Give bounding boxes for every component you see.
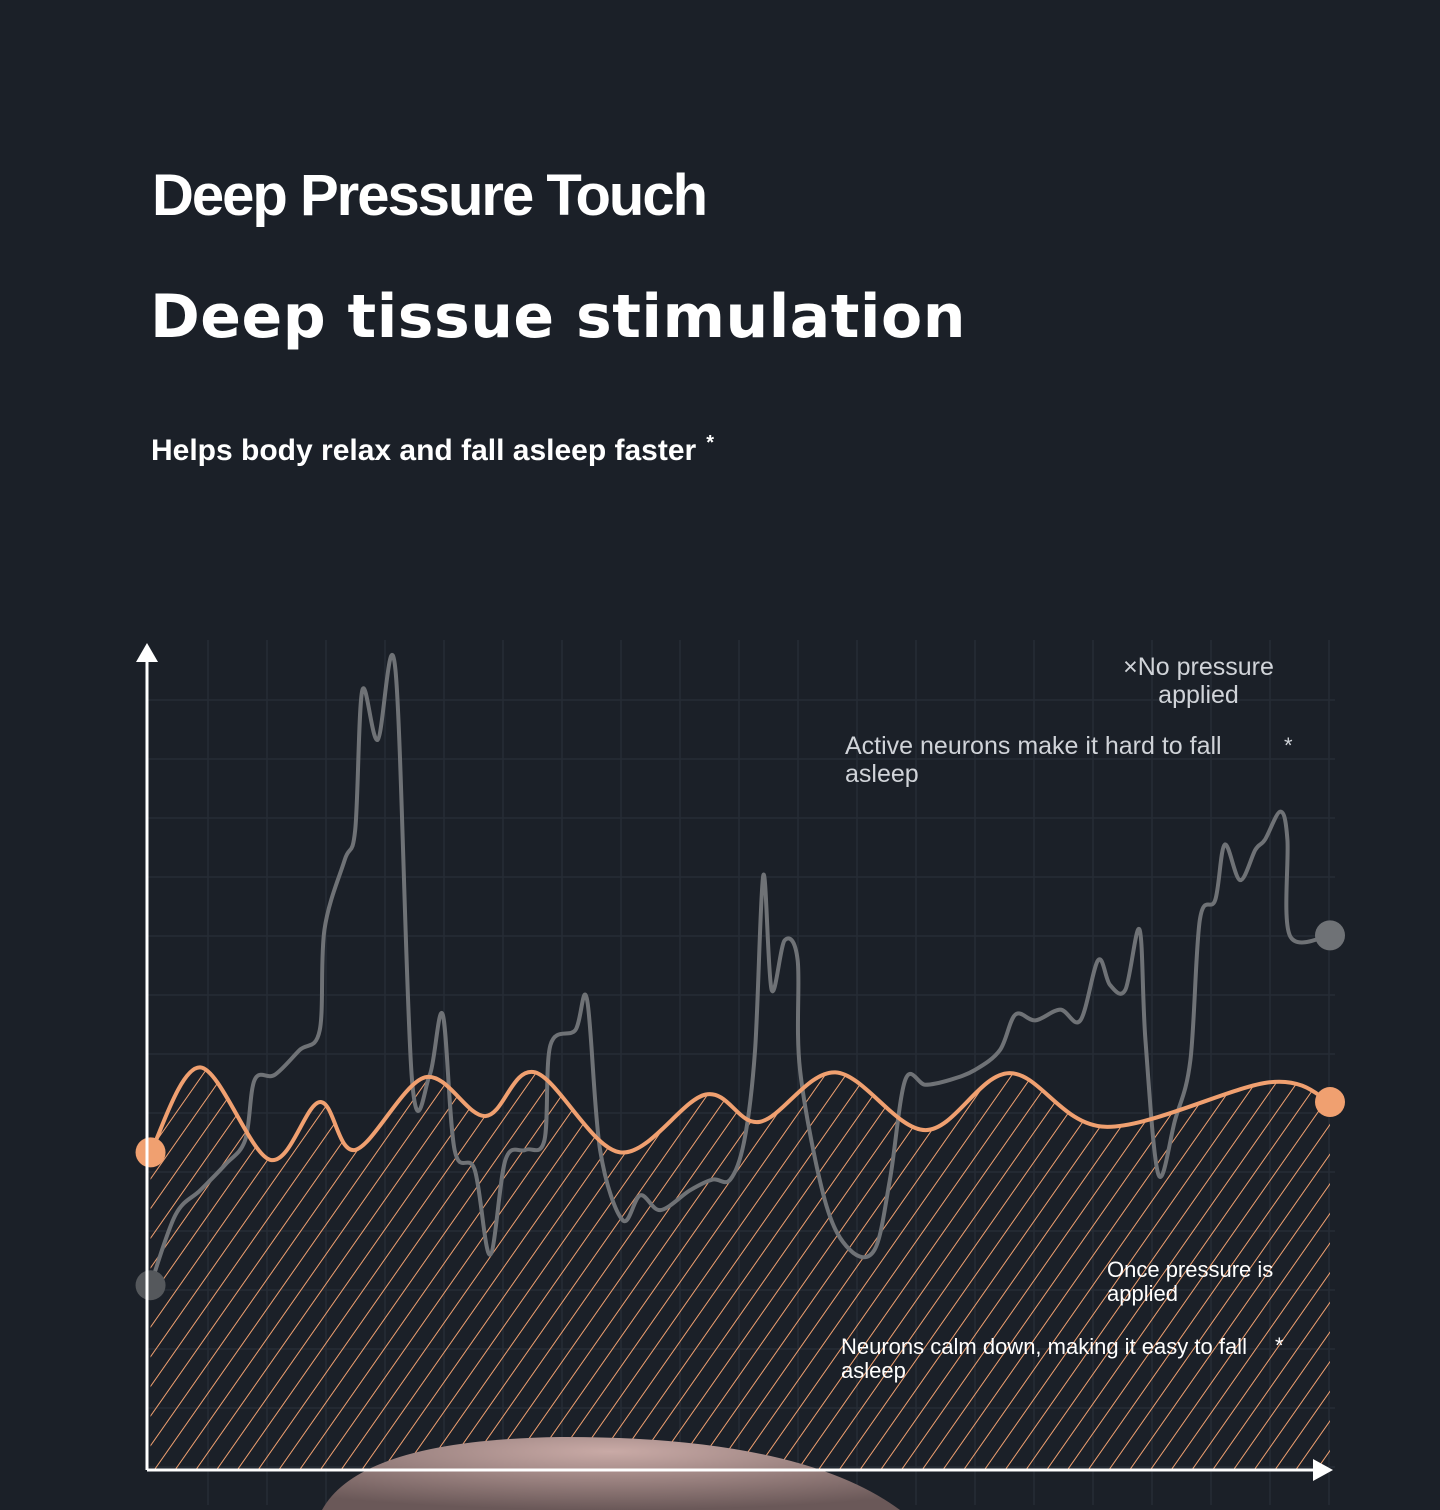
- annotation-pressure: Neurons calm down, making it easy to fal…: [841, 1334, 1247, 1383]
- headline: Deep tissue stimulation: [150, 282, 966, 352]
- annotation-mark: *: [1284, 733, 1293, 758]
- orange-end-point: [1315, 1087, 1345, 1118]
- series-line-no-pressure: [148, 653, 1331, 1286]
- page-title: Deep Pressure Touch: [152, 163, 708, 228]
- orange-start-point: [135, 1137, 166, 1168]
- series-line-pressure: [148, 1065, 1331, 1162]
- pressure-area-fill: [150, 1067, 1331, 1470]
- y-axis-arrow: [136, 643, 158, 662]
- subtitle-text: Helps body relax and fall asleep faster: [151, 434, 697, 467]
- gray-start-point: [135, 1270, 166, 1301]
- subtitle: Helps body relax and fall asleep faster *: [151, 432, 714, 468]
- pillow-image: [322, 1436, 900, 1510]
- gray-end-point: [1315, 920, 1345, 951]
- annotation-no-pressure: Active neurons make it hard to fall asle…: [845, 732, 1222, 788]
- legend-pressure: Once pressure is applied: [1107, 1257, 1274, 1306]
- footnote-mark: *: [706, 432, 715, 454]
- x-axis-arrow: [1313, 1459, 1333, 1481]
- annotation-mark: *: [1275, 1333, 1284, 1358]
- legend-no-pressure: ×No pressure applied: [1123, 653, 1274, 709]
